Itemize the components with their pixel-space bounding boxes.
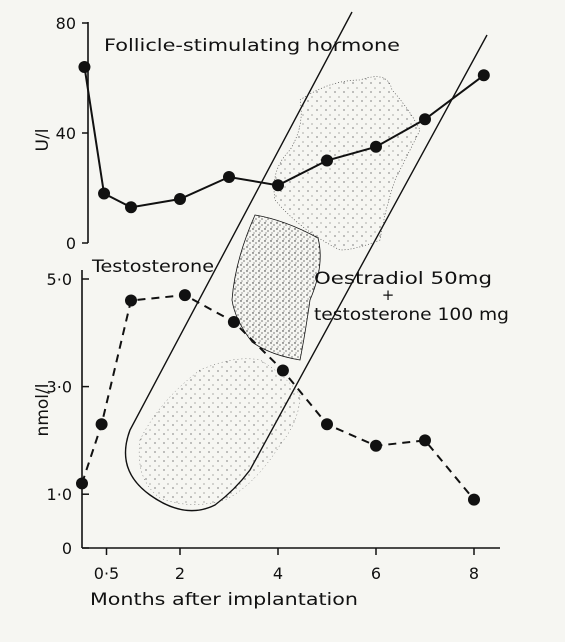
fsh-y-tick-label: 0 [66,234,76,253]
x-tick-label: 8 [469,564,479,583]
fsh-data-point [78,61,91,73]
fsh-series-line [83,66,485,209]
implant-upper-region [273,76,421,251]
implant-lower-region [139,358,301,505]
testosterone-data-point [370,439,382,452]
series [81,66,485,501]
implant-illustration [124,11,488,512]
testosterone-data-point [95,418,108,431]
x-axis-label: Months after implantation [90,590,358,610]
x-tick-label: 0·5 [94,564,119,583]
testosterone-y-tick-label: 5·0 [47,270,72,289]
testosterone-y-tick-label: 0 [62,539,72,558]
fsh-data-point [419,113,431,126]
fsh-data-point [125,201,137,214]
fsh-y-tick-label: 80 [56,14,76,33]
fsh-data-point [321,154,333,167]
testosterone-y-tick-label: 3·0 [47,378,72,397]
fsh-data-point [223,171,235,183]
annotation-plus: + [382,286,395,304]
annotation-line1: Oestradiol 50mg [314,269,492,289]
testosterone-title: Testosterone [91,257,214,277]
implant-dense-region [231,214,321,361]
testosterone-y-tick-label: 1·0 [47,485,72,504]
fsh-y-axis-label: U/l [33,129,53,152]
testosterone-data-point [468,493,480,506]
markers [76,61,490,506]
testosterone-data-point [419,434,431,447]
testosterone-data-point [276,364,289,377]
testosterone-data-point [227,316,240,329]
testosterone-data-point [178,289,191,302]
x-tick-label: 4 [273,564,283,583]
fsh-data-point [98,187,111,200]
testosterone-data-point [76,477,88,490]
testosterone-data-point [321,418,333,431]
fsh-data-point [477,69,490,82]
ticks: 0 40 80 0 1·0 3·0 5·0 0·5 2 4 6 8 [47,14,480,583]
x-tick-label: 2 [175,564,185,583]
annotation-line2: testosterone 100 mg [314,305,509,325]
fsh-data-point [370,140,382,153]
testosterone-y-axis-label: nmol/l [33,384,53,437]
testosterone-data-point [125,294,137,307]
fsh-data-point [174,193,186,205]
x-tick-label: 6 [371,564,381,583]
fsh-data-point [272,179,284,192]
fsh-title: Follicle-stimulating hormone [104,36,400,56]
fsh-y-tick-label: 40 [56,124,76,143]
